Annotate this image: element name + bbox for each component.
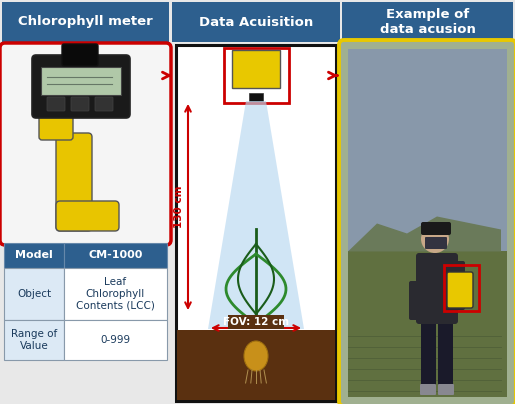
FancyBboxPatch shape: [420, 384, 436, 395]
Bar: [176, 45, 336, 401]
Text: CM-1000: CM-1000: [88, 250, 143, 261]
Bar: [444, 265, 479, 311]
Bar: [249, 93, 263, 101]
Circle shape: [421, 225, 449, 253]
Polygon shape: [348, 217, 501, 251]
FancyBboxPatch shape: [447, 272, 473, 308]
Text: Example of
data acusion: Example of data acusion: [380, 8, 475, 36]
FancyBboxPatch shape: [56, 201, 119, 231]
FancyBboxPatch shape: [0, 43, 171, 245]
FancyBboxPatch shape: [71, 97, 89, 111]
Text: 0-999: 0-999: [100, 335, 131, 345]
Text: Data Acuisition: Data Acuisition: [199, 15, 313, 29]
Bar: [4, 320, 64, 360]
FancyBboxPatch shape: [339, 40, 515, 404]
Text: FOV: 12 cm: FOV: 12 cm: [223, 317, 289, 327]
Polygon shape: [208, 101, 304, 329]
FancyBboxPatch shape: [425, 237, 447, 249]
FancyBboxPatch shape: [421, 222, 451, 235]
Text: Range of
Value: Range of Value: [11, 329, 57, 351]
FancyBboxPatch shape: [39, 106, 73, 140]
Text: Model: Model: [15, 250, 53, 261]
FancyBboxPatch shape: [47, 97, 65, 111]
FancyBboxPatch shape: [438, 314, 453, 393]
Bar: [224, 48, 288, 103]
Bar: [342, 2, 513, 42]
Text: Object: Object: [17, 289, 51, 299]
Bar: [172, 2, 340, 42]
FancyBboxPatch shape: [409, 281, 425, 320]
Bar: [177, 330, 335, 400]
Bar: [4, 268, 64, 320]
Bar: [64, 320, 167, 360]
FancyBboxPatch shape: [95, 97, 113, 111]
Bar: [348, 49, 507, 251]
FancyBboxPatch shape: [416, 253, 458, 324]
Text: Chlorophyll meter: Chlorophyll meter: [18, 15, 153, 29]
Bar: [2, 2, 169, 42]
FancyBboxPatch shape: [62, 44, 98, 66]
Text: 130 cm: 130 cm: [174, 186, 184, 228]
FancyBboxPatch shape: [32, 55, 130, 118]
Ellipse shape: [244, 341, 268, 371]
Bar: [64, 268, 167, 320]
Bar: [348, 251, 507, 397]
FancyBboxPatch shape: [438, 384, 454, 395]
Bar: [228, 315, 284, 329]
Bar: [232, 50, 280, 88]
FancyBboxPatch shape: [56, 133, 92, 231]
Text: Leaf
Chlorophyll
Contents (LCC): Leaf Chlorophyll Contents (LCC): [76, 278, 155, 311]
FancyBboxPatch shape: [421, 314, 436, 393]
Bar: [4, 243, 64, 268]
Bar: [64, 243, 167, 268]
FancyBboxPatch shape: [41, 67, 121, 95]
FancyBboxPatch shape: [449, 261, 465, 310]
